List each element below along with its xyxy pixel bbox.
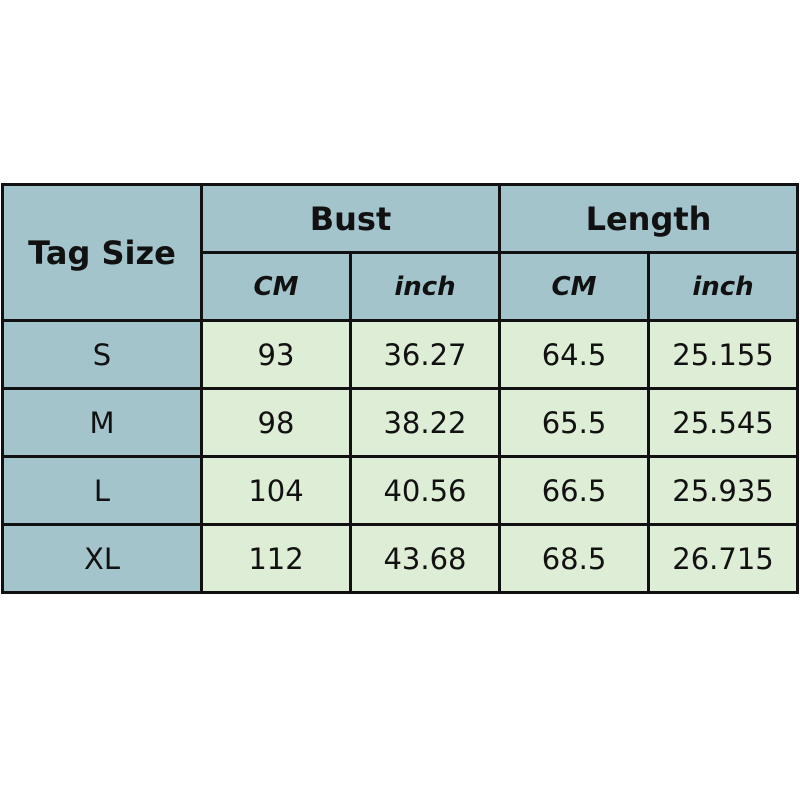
- bust-inch-cell: 43.68: [349, 523, 501, 594]
- size-cell: L: [1, 455, 203, 526]
- length-cm-cell: 66.5: [498, 455, 650, 526]
- size-chart-table: Tag Size Bust Length CM inch CM inch S 9…: [1, 183, 799, 594]
- table-row: L 104 40.56 66.5 25.935: [1, 455, 799, 526]
- bust-inch-cell: 40.56: [349, 455, 501, 526]
- length-cm-cell: 65.5: [498, 387, 650, 458]
- table-row: S 93 36.27 64.5 25.155: [1, 319, 799, 390]
- bust-cm-cell: 104: [200, 455, 352, 526]
- length-cm-cell: 68.5: [498, 523, 650, 594]
- length-inch-cell: 25.935: [647, 455, 799, 526]
- size-cell: M: [1, 387, 203, 458]
- bust-cm-cell: 112: [200, 523, 352, 594]
- length-inch-cell: 26.715: [647, 523, 799, 594]
- length-inch-cell: 25.155: [647, 319, 799, 390]
- tag-size-header: Tag Size: [1, 183, 203, 322]
- size-cell: XL: [1, 523, 203, 594]
- bust-cm-header: CM: [200, 251, 352, 322]
- size-cell: S: [1, 319, 203, 390]
- length-inch-header: inch: [647, 251, 799, 322]
- bust-cm-cell: 93: [200, 319, 352, 390]
- table-row: M 98 38.22 65.5 25.545: [1, 387, 799, 458]
- bust-inch-cell: 36.27: [349, 319, 501, 390]
- bust-inch-cell: 38.22: [349, 387, 501, 458]
- table-row: XL 112 43.68 68.5 26.715: [1, 523, 799, 594]
- length-cm-header: CM: [498, 251, 650, 322]
- length-header: Length: [498, 183, 799, 254]
- bust-cm-cell: 98: [200, 387, 352, 458]
- length-cm-cell: 64.5: [498, 319, 650, 390]
- length-inch-cell: 25.545: [647, 387, 799, 458]
- bust-inch-header: inch: [349, 251, 501, 322]
- bust-header: Bust: [200, 183, 501, 254]
